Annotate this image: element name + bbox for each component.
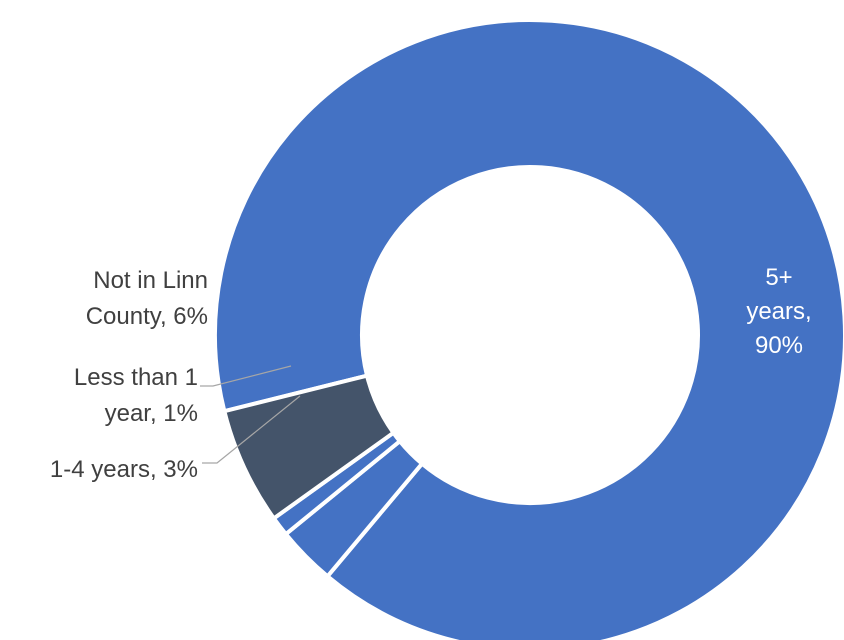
data-label-line: 5+ <box>765 264 792 291</box>
data-labels: 5+ years, 90% 1-4 years, 3% Less than 1 year,… <box>50 264 812 483</box>
leader-lines <box>200 365 301 464</box>
data-label-line: 1-4 years, 3% <box>50 456 198 483</box>
leader-line-1-4-years <box>202 395 301 464</box>
data-label-line: Not in Linn <box>93 267 208 294</box>
donut-slices <box>213 18 844 640</box>
data-label-less-than-1-year: Less than 1 year, 1% <box>74 364 198 427</box>
slice-5-years <box>213 18 844 640</box>
data-label-line: County, 6% <box>86 303 208 330</box>
slice-not-in-linn-county <box>221 373 397 522</box>
data-label-5-years: 5+ years, 90% <box>746 264 811 359</box>
data-label-line: years, <box>746 298 811 325</box>
data-label-1-4-years: 1-4 years, 3% <box>50 456 198 483</box>
data-label-not-in-linn-county: Not in Linn County, 6% <box>86 267 208 330</box>
data-label-line: year, 1% <box>105 400 198 427</box>
leader-line-less-than-1-year <box>200 365 292 387</box>
data-label-line: Less than 1 <box>74 364 198 391</box>
data-label-line: 90% <box>755 332 803 359</box>
